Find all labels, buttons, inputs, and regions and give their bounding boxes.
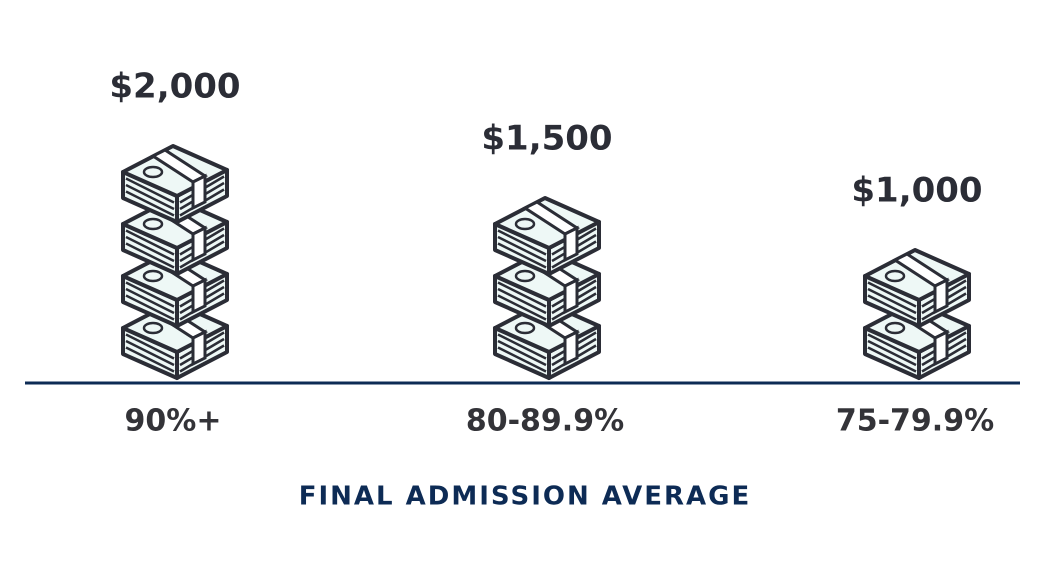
strap-side bbox=[933, 329, 949, 367]
bill-edge bbox=[497, 294, 547, 321]
bill-edge bbox=[497, 229, 547, 256]
bill-edge bbox=[497, 235, 547, 263]
strap-side bbox=[933, 277, 949, 315]
money-stack bbox=[121, 144, 229, 380]
bill-edge bbox=[497, 339, 547, 367]
bill-seal bbox=[514, 269, 536, 283]
strap-side bbox=[563, 277, 579, 315]
strap-side bbox=[191, 225, 207, 263]
strap-side bbox=[563, 329, 579, 367]
bill-edge bbox=[125, 339, 175, 367]
bill-edge bbox=[867, 346, 917, 373]
x-tick-label: 80-89.9% bbox=[466, 404, 624, 439]
bill-edge bbox=[125, 242, 175, 269]
strap-side bbox=[191, 329, 207, 367]
bill-seal bbox=[884, 321, 906, 335]
bill-edge bbox=[125, 183, 175, 211]
bill-edge bbox=[867, 287, 917, 315]
bill-seal bbox=[884, 269, 906, 283]
bill-seal bbox=[142, 321, 164, 335]
bill-edge bbox=[867, 339, 917, 367]
bill-edge bbox=[125, 235, 175, 263]
money-stack bbox=[493, 196, 601, 380]
x-axis-title: FINAL ADMISSION AVERAGE bbox=[299, 482, 752, 512]
bill-edge bbox=[125, 281, 175, 308]
value-label: $1,000 bbox=[851, 171, 982, 211]
x-tick-label: 90%+ bbox=[125, 404, 222, 439]
bill-seal bbox=[142, 269, 164, 283]
bill-edge bbox=[125, 190, 175, 217]
bill-edge bbox=[125, 287, 175, 315]
bill-seal bbox=[142, 217, 164, 231]
bill-edge bbox=[497, 333, 547, 360]
bill-edge bbox=[125, 294, 175, 321]
strap-side bbox=[191, 173, 207, 211]
bill-edge bbox=[497, 346, 547, 373]
bill-edge bbox=[867, 333, 917, 360]
value-label: $1,500 bbox=[481, 119, 612, 159]
bill-edge bbox=[125, 333, 175, 360]
bill-edge bbox=[867, 294, 917, 321]
x-tick-label: 75-79.9% bbox=[836, 404, 994, 439]
bill-seal bbox=[142, 165, 164, 179]
strap-side bbox=[563, 225, 579, 263]
value-label: $2,000 bbox=[109, 67, 240, 107]
strap-side bbox=[191, 277, 207, 315]
bill-edge bbox=[497, 287, 547, 315]
bill-edge bbox=[497, 242, 547, 269]
bill-seal bbox=[514, 217, 536, 231]
bill-seal bbox=[514, 321, 536, 335]
bill-edge bbox=[125, 346, 175, 373]
bill-edge bbox=[867, 281, 917, 308]
bill-edge bbox=[125, 177, 175, 204]
bill-edge bbox=[125, 229, 175, 256]
bill-edge bbox=[497, 281, 547, 308]
money-stack bbox=[863, 248, 971, 380]
